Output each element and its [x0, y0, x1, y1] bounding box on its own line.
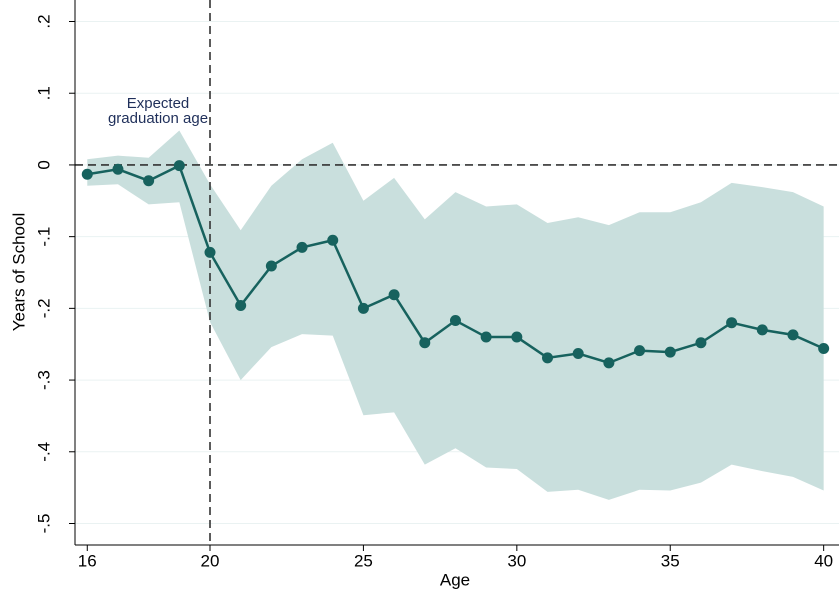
point — [235, 299, 247, 311]
point — [81, 168, 93, 180]
point — [756, 324, 768, 336]
y-tick-label: -.4 — [34, 442, 53, 462]
point — [664, 346, 676, 358]
y-tick-label: -.1 — [34, 227, 53, 247]
point — [173, 160, 185, 172]
x-tick-label: 40 — [814, 551, 833, 570]
y-tick-label: .2 — [34, 14, 53, 28]
x-tick-label: 16 — [78, 551, 97, 570]
point — [542, 352, 554, 364]
point — [787, 329, 799, 341]
x-tick-label: 30 — [507, 551, 526, 570]
point — [511, 331, 523, 343]
point — [603, 357, 615, 369]
point — [726, 317, 738, 329]
point — [327, 234, 339, 246]
y-tick-label: -.3 — [34, 370, 53, 390]
point — [818, 343, 830, 355]
point — [572, 348, 584, 360]
point — [143, 175, 155, 187]
y-tick-label: -.5 — [34, 514, 53, 534]
point — [204, 246, 216, 258]
point — [419, 337, 431, 349]
point — [449, 315, 461, 327]
x-tick-label: 25 — [354, 551, 373, 570]
y-tick-label: 0 — [34, 160, 53, 169]
point — [265, 260, 277, 272]
x-tick-label: 20 — [201, 551, 220, 570]
y-axis-label: Years of School — [9, 213, 28, 331]
y-tick-label: .1 — [34, 86, 53, 100]
point — [296, 241, 308, 253]
y-tick-label: -.2 — [34, 298, 53, 318]
point — [112, 163, 124, 175]
point — [634, 345, 646, 357]
x-tick-label: 35 — [661, 551, 680, 570]
x-axis-label: Age — [440, 570, 470, 589]
annotation: Expected — [127, 95, 190, 112]
point — [480, 331, 492, 343]
point — [357, 302, 369, 314]
point — [695, 337, 707, 349]
point — [388, 289, 400, 301]
annotation: graduation age — [108, 110, 208, 127]
